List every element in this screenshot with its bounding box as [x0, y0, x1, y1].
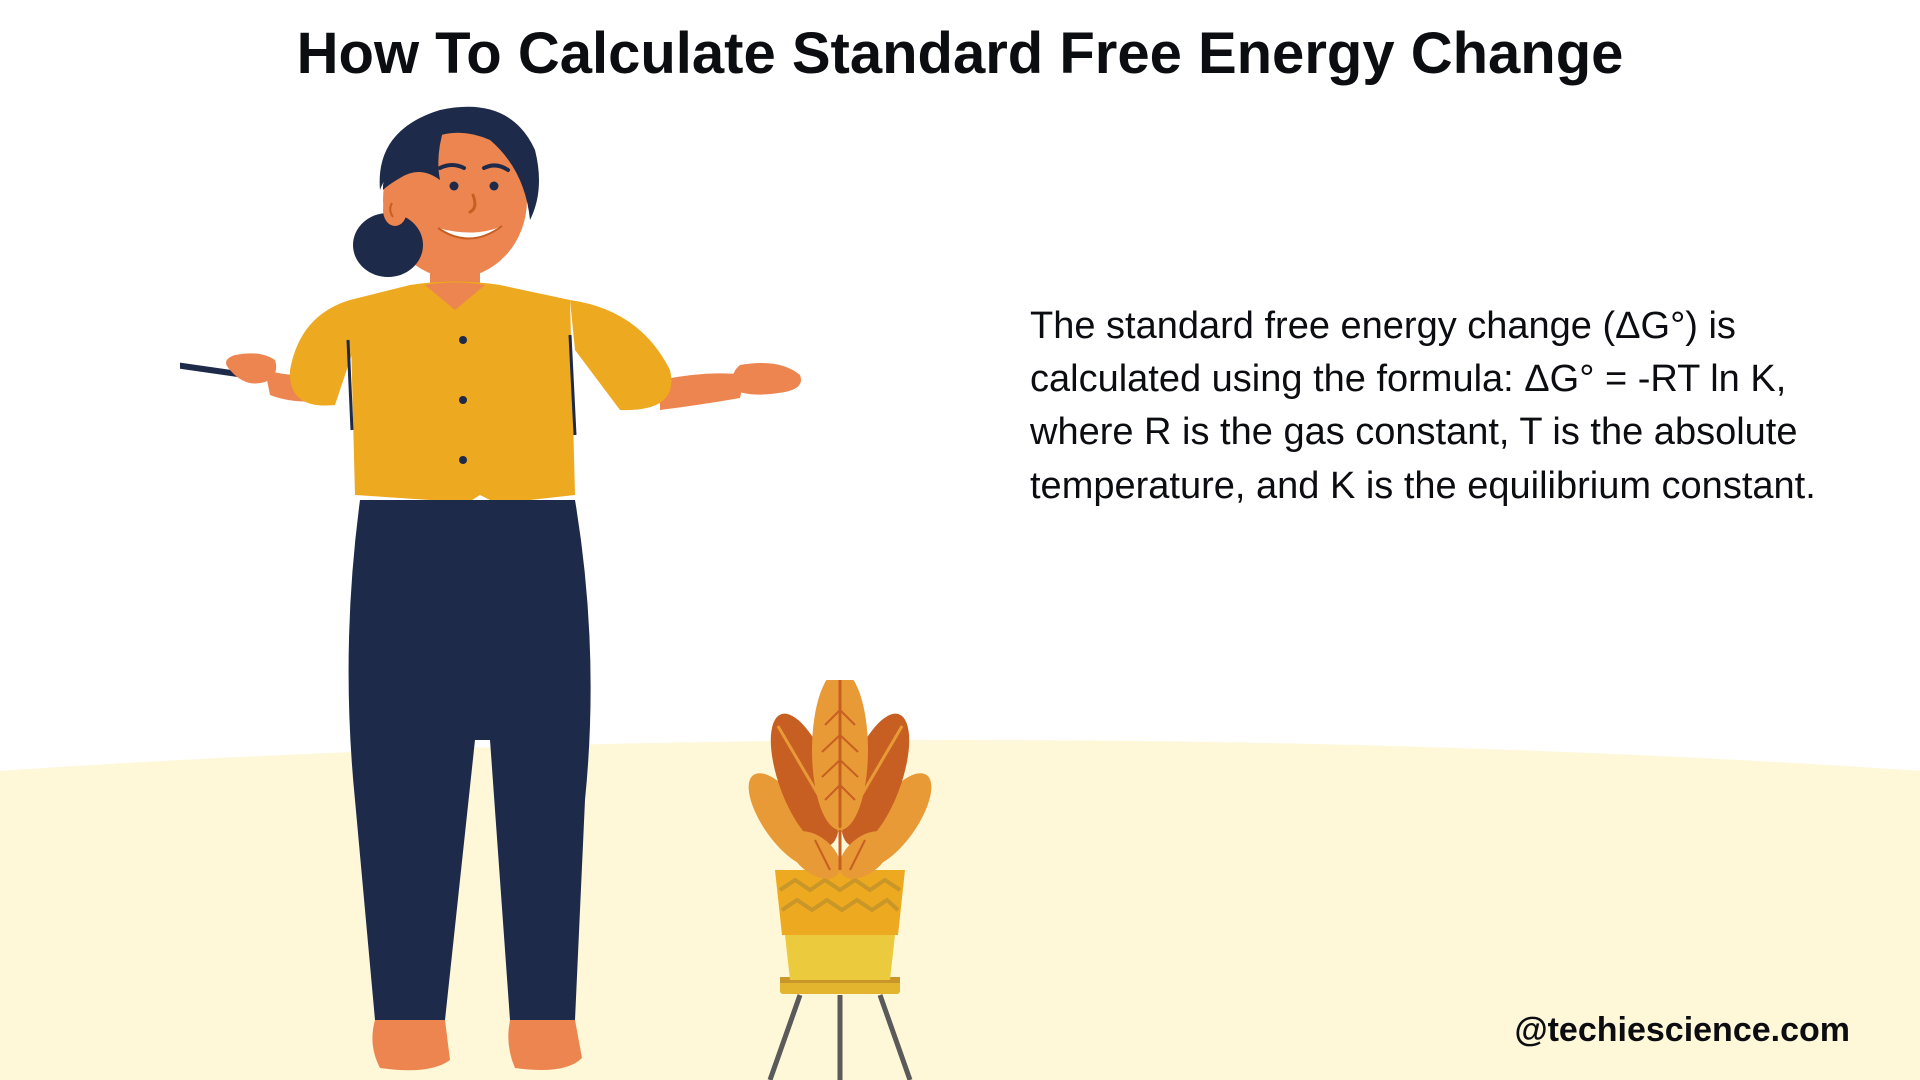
attribution: @techiescience.com	[1514, 1011, 1850, 1050]
plant-illustration	[730, 680, 950, 1080]
teacher-illustration	[180, 100, 820, 1080]
body-text: The standard free energy change (ΔG°) is…	[1030, 300, 1840, 513]
page-title: How To Calculate Standard Free Energy Ch…	[0, 20, 1920, 87]
